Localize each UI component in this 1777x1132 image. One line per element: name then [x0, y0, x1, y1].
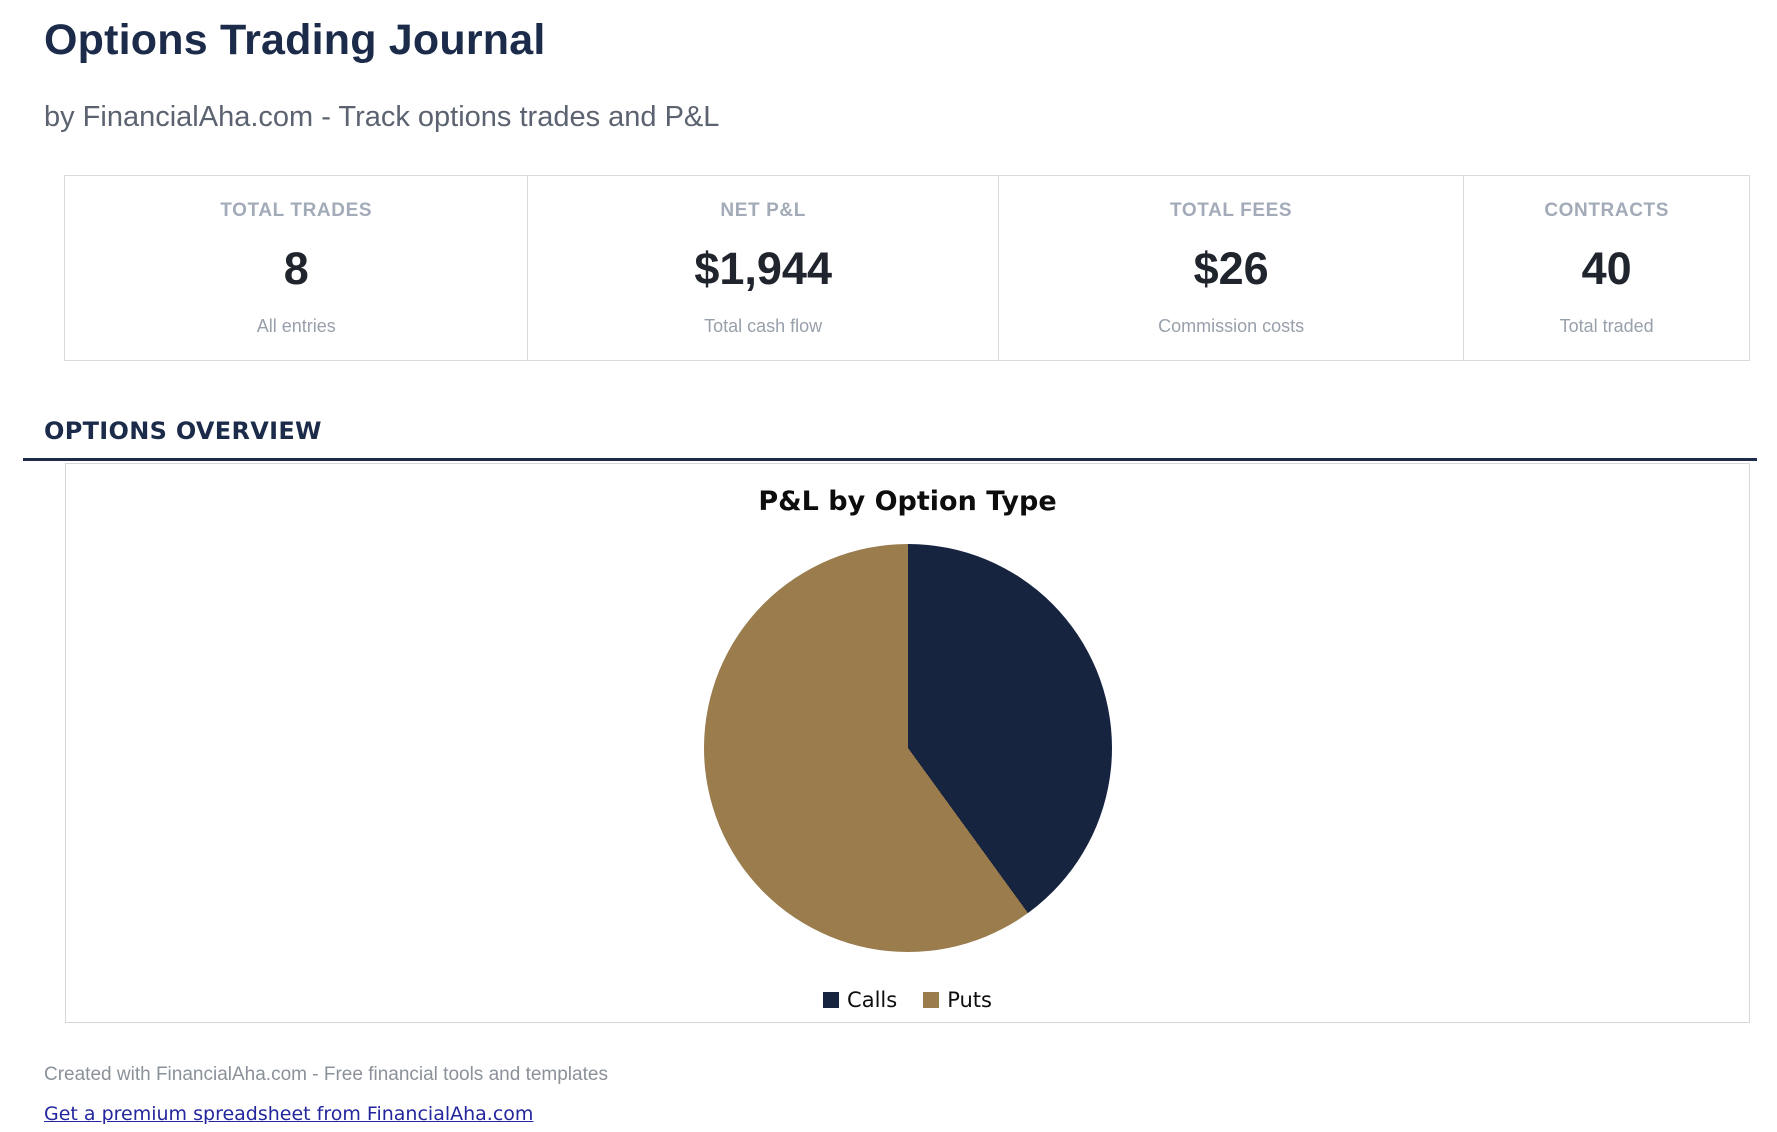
section-title: OPTIONS OVERVIEW: [44, 417, 322, 445]
page-subtitle: by FinancialAha.com - Track options trad…: [44, 101, 720, 133]
chart-panel: P&L by Option Type Calls Puts: [65, 463, 1750, 1023]
legend-swatch-puts-icon: [923, 992, 940, 1008]
legend-label-calls: Calls: [847, 988, 898, 1012]
stat-caption: Total cash flow: [704, 316, 823, 336]
legend-item-calls: Calls: [823, 988, 897, 1012]
stat-card-total-fees: TOTAL FEES $26 Commission costs: [997, 176, 1464, 360]
stat-caption: All entries: [256, 316, 336, 336]
page-title: Options Trading Journal: [44, 16, 546, 64]
stats-row: TOTAL TRADES 8 All entries NET P&L $1,94…: [64, 175, 1750, 361]
chart-legend: Calls Puts: [66, 988, 1749, 1012]
pie-chart: [703, 544, 1112, 952]
stat-card-contracts: CONTRACTS 40 Total traded: [1463, 176, 1749, 360]
footer-credit: Created with FinancialAha.com - Free fin…: [44, 1064, 608, 1085]
stat-value: $1,944: [694, 243, 832, 294]
stat-card-net-pnl: NET P&L $1,944 Total cash flow: [527, 176, 998, 360]
stat-label: TOTAL TRADES: [220, 200, 373, 221]
legend-item-puts: Puts: [923, 988, 992, 1012]
stat-value: $26: [1193, 243, 1269, 294]
stat-card-total-trades: TOTAL TRADES 8 All entries: [65, 176, 528, 360]
stat-value: 40: [1581, 243, 1632, 294]
stat-label: NET P&L: [720, 200, 806, 221]
stat-label: TOTAL FEES: [1170, 200, 1293, 221]
stat-caption: Total traded: [1559, 316, 1654, 336]
section-divider: [23, 458, 1757, 461]
stat-value: 8: [283, 243, 309, 294]
chart-title: P&L by Option Type: [758, 486, 1057, 517]
legend-label-puts: Puts: [947, 988, 992, 1012]
stat-label: CONTRACTS: [1544, 200, 1669, 221]
legend-swatch-calls-icon: [823, 992, 840, 1008]
stat-caption: Commission costs: [1158, 316, 1305, 336]
premium-spreadsheet-link[interactable]: Get a premium spreadsheet from Financial…: [44, 1103, 534, 1125]
